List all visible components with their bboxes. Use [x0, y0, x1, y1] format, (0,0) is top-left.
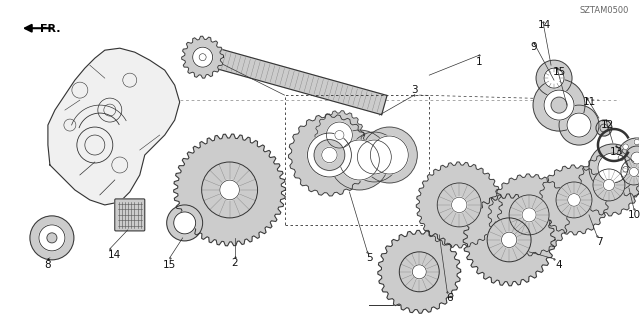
Text: 8: 8: [45, 260, 51, 270]
Circle shape: [326, 122, 353, 148]
Text: 13: 13: [611, 147, 623, 157]
Text: 1: 1: [476, 57, 483, 67]
Circle shape: [30, 216, 74, 260]
Circle shape: [567, 113, 591, 137]
Text: 4: 4: [556, 260, 563, 270]
Circle shape: [631, 152, 640, 164]
Circle shape: [193, 47, 212, 67]
Circle shape: [533, 79, 585, 131]
Polygon shape: [416, 162, 502, 248]
Circle shape: [621, 159, 640, 185]
Circle shape: [589, 144, 637, 192]
Circle shape: [617, 138, 640, 178]
Text: 7: 7: [596, 237, 602, 247]
Circle shape: [39, 225, 65, 251]
Circle shape: [559, 105, 599, 145]
Text: 9: 9: [531, 42, 538, 52]
Circle shape: [173, 212, 196, 234]
Polygon shape: [488, 174, 570, 256]
Circle shape: [349, 132, 399, 182]
Text: 15: 15: [163, 260, 177, 270]
Polygon shape: [182, 36, 223, 78]
Circle shape: [544, 68, 564, 88]
Circle shape: [339, 140, 380, 180]
Circle shape: [556, 182, 592, 218]
Circle shape: [634, 139, 640, 145]
Polygon shape: [578, 154, 640, 216]
Circle shape: [202, 162, 257, 218]
Circle shape: [314, 140, 345, 170]
Circle shape: [47, 233, 57, 243]
Circle shape: [551, 97, 567, 113]
Text: SZTAM0500: SZTAM0500: [580, 6, 629, 15]
Text: 5: 5: [366, 253, 372, 263]
Text: 10: 10: [627, 210, 640, 220]
Circle shape: [598, 153, 628, 183]
Circle shape: [307, 133, 351, 177]
Text: 3: 3: [411, 85, 417, 95]
Circle shape: [634, 171, 640, 177]
Polygon shape: [289, 114, 371, 196]
Circle shape: [522, 208, 536, 222]
Circle shape: [568, 194, 580, 206]
Circle shape: [487, 218, 531, 262]
Text: 6: 6: [446, 293, 452, 303]
Circle shape: [544, 90, 574, 120]
Polygon shape: [192, 43, 387, 115]
Circle shape: [618, 155, 624, 161]
Circle shape: [623, 166, 628, 172]
Polygon shape: [173, 134, 285, 246]
Circle shape: [629, 167, 639, 177]
Circle shape: [536, 60, 572, 96]
Circle shape: [623, 144, 628, 149]
Circle shape: [437, 183, 481, 227]
FancyBboxPatch shape: [115, 199, 145, 231]
Polygon shape: [378, 230, 461, 313]
Polygon shape: [609, 147, 640, 197]
Circle shape: [451, 197, 467, 212]
Circle shape: [593, 169, 625, 201]
Text: 15: 15: [552, 67, 566, 77]
Circle shape: [322, 147, 337, 163]
Circle shape: [509, 195, 549, 235]
Text: 2: 2: [231, 258, 238, 268]
Circle shape: [362, 127, 417, 183]
Text: 12: 12: [600, 120, 614, 130]
Text: 11: 11: [582, 97, 596, 107]
Circle shape: [371, 136, 408, 174]
Circle shape: [412, 265, 426, 279]
Circle shape: [501, 232, 517, 248]
Circle shape: [625, 146, 640, 170]
Circle shape: [220, 180, 239, 200]
Polygon shape: [315, 111, 364, 159]
Circle shape: [166, 205, 203, 241]
Circle shape: [357, 140, 391, 174]
Text: 14: 14: [538, 20, 550, 30]
Circle shape: [330, 130, 389, 190]
Circle shape: [399, 252, 439, 292]
Circle shape: [335, 131, 344, 140]
Circle shape: [596, 120, 612, 136]
Text: FR.: FR.: [40, 24, 60, 34]
Circle shape: [199, 54, 206, 61]
Text: 14: 14: [108, 250, 122, 260]
Polygon shape: [463, 194, 555, 286]
Polygon shape: [48, 48, 180, 205]
Circle shape: [604, 180, 614, 190]
Polygon shape: [539, 165, 609, 235]
